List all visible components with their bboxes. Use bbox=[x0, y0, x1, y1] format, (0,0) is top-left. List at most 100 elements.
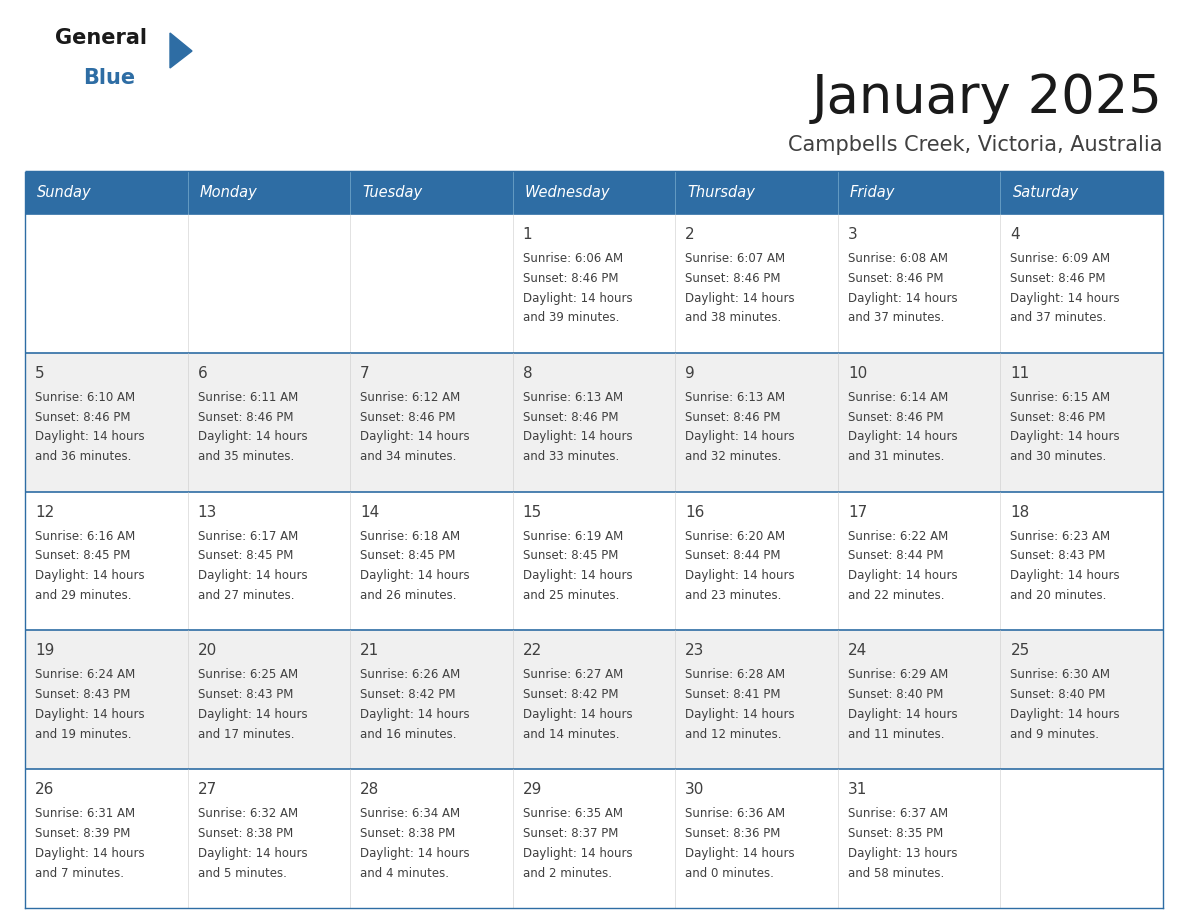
Text: 8: 8 bbox=[523, 365, 532, 381]
Text: Sunrise: 6:18 AM: Sunrise: 6:18 AM bbox=[360, 530, 460, 543]
Text: Sunrise: 6:13 AM: Sunrise: 6:13 AM bbox=[523, 391, 623, 404]
Text: Sunset: 8:46 PM: Sunset: 8:46 PM bbox=[1011, 272, 1106, 285]
Text: Daylight: 14 hours: Daylight: 14 hours bbox=[360, 569, 469, 582]
Text: Sunrise: 6:16 AM: Sunrise: 6:16 AM bbox=[34, 530, 135, 543]
Text: Sunset: 8:42 PM: Sunset: 8:42 PM bbox=[523, 688, 618, 701]
Text: Sunrise: 6:06 AM: Sunrise: 6:06 AM bbox=[523, 252, 623, 265]
Text: Sunrise: 6:31 AM: Sunrise: 6:31 AM bbox=[34, 807, 135, 820]
Text: Daylight: 14 hours: Daylight: 14 hours bbox=[197, 431, 308, 443]
Text: 11: 11 bbox=[1011, 365, 1030, 381]
Text: Sunset: 8:46 PM: Sunset: 8:46 PM bbox=[360, 410, 456, 423]
Text: and 9 minutes.: and 9 minutes. bbox=[1011, 728, 1099, 741]
Text: Sunset: 8:36 PM: Sunset: 8:36 PM bbox=[685, 827, 781, 840]
Text: Daylight: 14 hours: Daylight: 14 hours bbox=[848, 569, 958, 582]
Text: Sunrise: 6:07 AM: Sunrise: 6:07 AM bbox=[685, 252, 785, 265]
Text: Sunset: 8:45 PM: Sunset: 8:45 PM bbox=[360, 549, 455, 563]
Text: Sunset: 8:45 PM: Sunset: 8:45 PM bbox=[197, 549, 293, 563]
Text: Sunset: 8:37 PM: Sunset: 8:37 PM bbox=[523, 827, 618, 840]
Text: and 2 minutes.: and 2 minutes. bbox=[523, 867, 612, 879]
Text: Sunrise: 6:15 AM: Sunrise: 6:15 AM bbox=[1011, 391, 1111, 404]
Text: Sunset: 8:44 PM: Sunset: 8:44 PM bbox=[685, 549, 781, 563]
Text: Sunrise: 6:17 AM: Sunrise: 6:17 AM bbox=[197, 530, 298, 543]
Text: Sunrise: 6:11 AM: Sunrise: 6:11 AM bbox=[197, 391, 298, 404]
Text: and 17 minutes.: and 17 minutes. bbox=[197, 728, 295, 741]
Text: Daylight: 14 hours: Daylight: 14 hours bbox=[523, 292, 632, 305]
Text: and 36 minutes.: and 36 minutes. bbox=[34, 450, 132, 464]
Text: Sunday: Sunday bbox=[37, 185, 91, 200]
Text: Sunset: 8:38 PM: Sunset: 8:38 PM bbox=[197, 827, 292, 840]
Bar bbox=[25, 492, 1163, 631]
Text: Daylight: 13 hours: Daylight: 13 hours bbox=[848, 846, 958, 860]
Text: Daylight: 14 hours: Daylight: 14 hours bbox=[523, 846, 632, 860]
Text: Daylight: 14 hours: Daylight: 14 hours bbox=[523, 708, 632, 721]
Text: Thursday: Thursday bbox=[688, 185, 756, 200]
Text: Sunrise: 6:12 AM: Sunrise: 6:12 AM bbox=[360, 391, 461, 404]
Text: and 34 minutes.: and 34 minutes. bbox=[360, 450, 456, 464]
Text: Tuesday: Tuesday bbox=[362, 185, 422, 200]
Text: 17: 17 bbox=[848, 505, 867, 520]
Text: and 33 minutes.: and 33 minutes. bbox=[523, 450, 619, 464]
Text: Daylight: 14 hours: Daylight: 14 hours bbox=[360, 431, 469, 443]
Text: Sunrise: 6:30 AM: Sunrise: 6:30 AM bbox=[1011, 668, 1111, 681]
Text: and 30 minutes.: and 30 minutes. bbox=[1011, 450, 1107, 464]
Text: Daylight: 14 hours: Daylight: 14 hours bbox=[34, 846, 145, 860]
Text: Sunset: 8:45 PM: Sunset: 8:45 PM bbox=[34, 549, 131, 563]
Text: 20: 20 bbox=[197, 644, 217, 658]
Text: 13: 13 bbox=[197, 505, 217, 520]
Text: and 26 minutes.: and 26 minutes. bbox=[360, 589, 456, 602]
Text: Sunrise: 6:09 AM: Sunrise: 6:09 AM bbox=[1011, 252, 1111, 265]
Text: Sunset: 8:35 PM: Sunset: 8:35 PM bbox=[848, 827, 943, 840]
Text: 27: 27 bbox=[197, 782, 217, 797]
Text: 14: 14 bbox=[360, 505, 379, 520]
Text: Sunset: 8:46 PM: Sunset: 8:46 PM bbox=[34, 410, 131, 423]
Text: 16: 16 bbox=[685, 505, 704, 520]
Text: Friday: Friday bbox=[849, 185, 896, 200]
Text: 15: 15 bbox=[523, 505, 542, 520]
Text: and 39 minutes.: and 39 minutes. bbox=[523, 311, 619, 324]
Text: 31: 31 bbox=[848, 782, 867, 797]
Text: and 58 minutes.: and 58 minutes. bbox=[848, 867, 944, 879]
Text: and 22 minutes.: and 22 minutes. bbox=[848, 589, 944, 602]
Text: and 32 minutes.: and 32 minutes. bbox=[685, 450, 782, 464]
Text: January 2025: January 2025 bbox=[813, 72, 1163, 124]
Text: and 19 minutes.: and 19 minutes. bbox=[34, 728, 132, 741]
Text: and 11 minutes.: and 11 minutes. bbox=[848, 728, 944, 741]
Text: Sunset: 8:46 PM: Sunset: 8:46 PM bbox=[523, 272, 618, 285]
Text: Sunset: 8:46 PM: Sunset: 8:46 PM bbox=[1011, 410, 1106, 423]
Bar bbox=[25, 631, 1163, 769]
Text: Sunrise: 6:27 AM: Sunrise: 6:27 AM bbox=[523, 668, 623, 681]
Text: and 37 minutes.: and 37 minutes. bbox=[1011, 311, 1107, 324]
Text: Daylight: 14 hours: Daylight: 14 hours bbox=[685, 569, 795, 582]
Text: and 16 minutes.: and 16 minutes. bbox=[360, 728, 456, 741]
Text: Daylight: 14 hours: Daylight: 14 hours bbox=[197, 846, 308, 860]
Text: 2: 2 bbox=[685, 227, 695, 242]
Text: Sunrise: 6:36 AM: Sunrise: 6:36 AM bbox=[685, 807, 785, 820]
Text: and 38 minutes.: and 38 minutes. bbox=[685, 311, 782, 324]
Text: 22: 22 bbox=[523, 644, 542, 658]
Text: and 12 minutes.: and 12 minutes. bbox=[685, 728, 782, 741]
Text: Daylight: 14 hours: Daylight: 14 hours bbox=[1011, 569, 1120, 582]
Text: Daylight: 14 hours: Daylight: 14 hours bbox=[1011, 431, 1120, 443]
Text: Daylight: 14 hours: Daylight: 14 hours bbox=[685, 708, 795, 721]
Text: Sunrise: 6:10 AM: Sunrise: 6:10 AM bbox=[34, 391, 135, 404]
Text: 5: 5 bbox=[34, 365, 45, 381]
Bar bbox=[25, 214, 1163, 353]
Text: 18: 18 bbox=[1011, 505, 1030, 520]
Text: Daylight: 14 hours: Daylight: 14 hours bbox=[34, 708, 145, 721]
Text: and 31 minutes.: and 31 minutes. bbox=[848, 450, 944, 464]
Bar bbox=[25, 769, 1163, 908]
Text: Sunrise: 6:13 AM: Sunrise: 6:13 AM bbox=[685, 391, 785, 404]
Text: and 14 minutes.: and 14 minutes. bbox=[523, 728, 619, 741]
Text: Sunset: 8:43 PM: Sunset: 8:43 PM bbox=[34, 688, 131, 701]
Text: Daylight: 14 hours: Daylight: 14 hours bbox=[1011, 708, 1120, 721]
Text: Blue: Blue bbox=[83, 68, 135, 88]
Text: Wednesday: Wednesday bbox=[525, 185, 611, 200]
Text: Daylight: 14 hours: Daylight: 14 hours bbox=[523, 431, 632, 443]
Text: and 5 minutes.: and 5 minutes. bbox=[197, 867, 286, 879]
Text: and 35 minutes.: and 35 minutes. bbox=[197, 450, 293, 464]
Text: Daylight: 14 hours: Daylight: 14 hours bbox=[360, 846, 469, 860]
Text: Sunset: 8:39 PM: Sunset: 8:39 PM bbox=[34, 827, 131, 840]
Text: Daylight: 14 hours: Daylight: 14 hours bbox=[848, 431, 958, 443]
Text: General: General bbox=[55, 28, 147, 48]
Text: 29: 29 bbox=[523, 782, 542, 797]
